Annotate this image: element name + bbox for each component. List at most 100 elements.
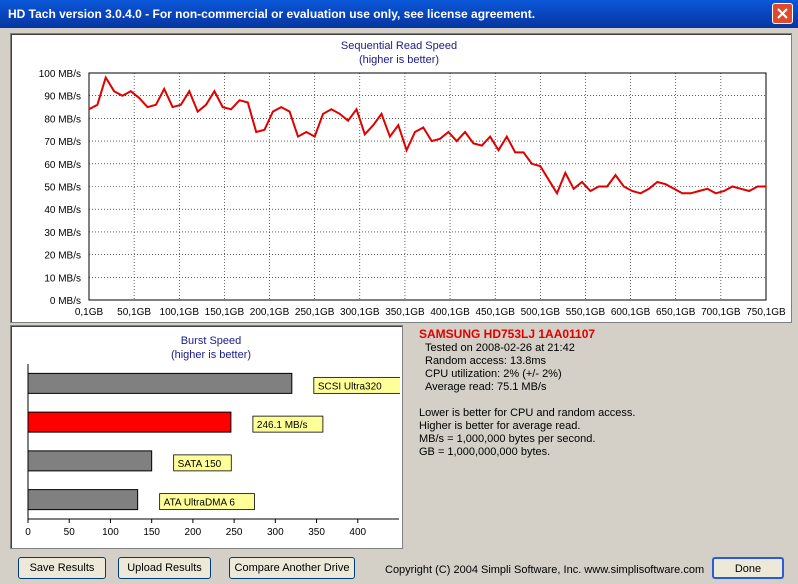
plot-area (88, 72, 767, 301)
read-speed-point (380, 113, 383, 115)
read-speed-point (698, 190, 700, 192)
burst-bar (27, 450, 153, 472)
read-speed-point (756, 185, 759, 188)
sequential-read-chart: 0 MB/s 10 MB/s 20 MB/s 30 MB/s 40 MB/s 50 MB/… (39, 69, 786, 318)
x-tick-label: 250 (226, 527, 243, 538)
upload-results-button[interactable]: Upload Results (118, 557, 211, 579)
read-speed-point (673, 187, 675, 190)
note-lower: Lower is better for CPU and random acces… (419, 407, 636, 419)
x-tick-label: 500,1GB (521, 307, 561, 318)
y-tick-label: 0 MB/s (50, 296, 81, 307)
read-speed-point (556, 192, 558, 195)
read-speed-point (238, 99, 241, 102)
read-speed-point (681, 192, 684, 195)
x-tick-label: 600,1GB (611, 307, 651, 318)
copyright-text: Copyright (C) 2004 Simpli Software, Inc.… (385, 564, 705, 576)
read-speed-point (506, 135, 508, 138)
read-speed-point (246, 101, 249, 104)
read-speed-point (631, 190, 634, 192)
read-speed-point (96, 103, 99, 106)
read-speed-point (338, 113, 341, 115)
drive-name: SAMSUNG HD753LJ 1AA01107 (419, 327, 596, 341)
read-speed-point (263, 128, 266, 131)
read-speed-point (598, 185, 600, 188)
read-speed-point (405, 149, 408, 151)
read-speed-point (572, 187, 575, 190)
read-speed-point (656, 181, 659, 183)
read-speed-point (104, 76, 107, 79)
read-speed-point (648, 187, 650, 190)
y-tick-label: 80 MB/s (44, 114, 81, 125)
x-tick-label: 50 (64, 527, 76, 538)
y-tick-label: 30 MB/s (44, 228, 81, 239)
bar-label: SCSI Ultra320 (318, 381, 382, 392)
read-speed-point (740, 187, 742, 190)
x-tick-label: 350 (308, 527, 325, 538)
read-speed-point (414, 131, 416, 133)
close-icon (777, 8, 788, 19)
read-speed-point (480, 144, 483, 147)
bar-label: ATA UltraDMA 6 (164, 498, 236, 509)
x-tick-label: 200,1GB (250, 307, 290, 318)
burst-subtitle-text: (higher is better) (170, 349, 252, 361)
read-speed-point (305, 131, 308, 133)
read-speed-point (363, 133, 366, 136)
y-tick-label: 100 MB/s (39, 69, 81, 80)
read-speed-point (439, 138, 441, 140)
x-tick-label: 750,1GB (746, 307, 786, 318)
y-tick-label: 70 MB/s (44, 137, 81, 148)
random-access: Random access: 13.8ms (425, 355, 547, 367)
bar-label-box (159, 493, 255, 511)
x-tick-label: 650,1GB (656, 307, 696, 318)
read-speed-point (297, 135, 299, 138)
read-speed-point (489, 135, 491, 138)
title-bar[interactable]: HD Tach version 3.0.4.0 - For non-commer… (0, 0, 798, 28)
compare-drive-button[interactable]: Compare Another Drive (229, 557, 355, 579)
x-tick-label: 150 (143, 527, 160, 538)
bar-label-box (173, 454, 232, 472)
read-speed-point (765, 185, 767, 188)
x-tick-label: 300,1GB (340, 307, 380, 318)
read-speed-point (589, 190, 592, 192)
done-button[interactable]: Done (712, 557, 784, 579)
burst-chart-title: Burst Speed (higher is better) (11, 334, 411, 362)
read-speed-point (347, 119, 349, 122)
read-speed-point (355, 108, 358, 111)
read-speed-point (614, 174, 617, 176)
x-tick-label: 450,1GB (475, 307, 515, 318)
read-speed-point (138, 97, 140, 99)
read-speed-point (689, 192, 692, 195)
read-speed-point (389, 135, 391, 138)
read-speed-point (196, 110, 199, 113)
read-speed-point (564, 172, 567, 174)
read-speed-point (623, 185, 625, 188)
read-speed-point (397, 124, 400, 127)
sequential-chart-title: Sequential Read Speed (higher is better) (11, 39, 787, 67)
save-results-button[interactable]: Save Results (18, 557, 106, 579)
read-speed-point (121, 94, 124, 97)
read-speed-point (664, 183, 667, 186)
burst-title-text: Burst Speed (180, 335, 242, 347)
read-speed-point (280, 106, 282, 108)
read-speed-point (723, 190, 725, 192)
burst-bar (27, 489, 139, 511)
burst-speed-panel: Burst Speed (higher is better) 0 50 100 150… (10, 325, 403, 549)
x-tick-label: 700,1GB (701, 307, 741, 318)
read-speed-point (731, 185, 734, 188)
x-tick-label: 400 (349, 527, 366, 538)
read-speed-point (88, 108, 90, 111)
x-tick-label: 250,1GB (295, 307, 335, 318)
read-speed-point (221, 106, 224, 108)
read-speed-point (330, 108, 333, 111)
read-speed-point (180, 103, 182, 106)
x-tick-label: 350,1GB (385, 307, 425, 318)
read-speed-point (497, 149, 500, 151)
note-higher: Higher is better for average read. (419, 420, 581, 432)
close-button[interactable] (772, 3, 793, 24)
y-tick-label: 40 MB/s (44, 205, 81, 216)
read-speed-point (372, 124, 374, 127)
read-speed-point (715, 192, 717, 195)
y-tick-label: 10 MB/s (44, 273, 81, 284)
read-speed-point (205, 103, 207, 106)
read-speed-point (129, 90, 132, 92)
